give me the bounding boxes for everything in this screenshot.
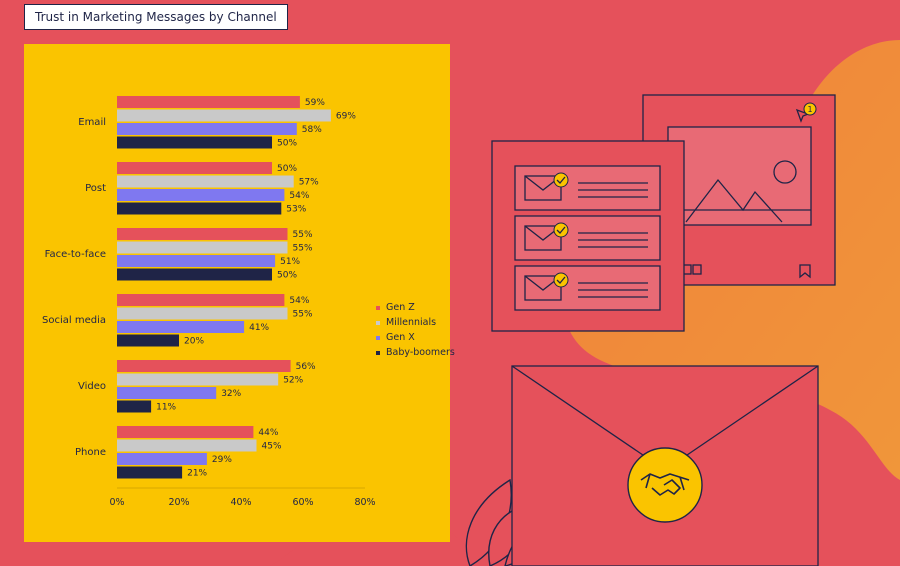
- legend-swatch: [376, 320, 380, 325]
- value-label: 52%: [283, 376, 303, 386]
- value-label: 50%: [277, 164, 297, 174]
- legend-item: Gen Z: [376, 300, 455, 315]
- bar: [117, 321, 245, 333]
- bar: [117, 241, 288, 254]
- bar: [117, 136, 272, 149]
- handshake-icon: [627, 447, 703, 523]
- check-icon: [553, 222, 569, 238]
- value-label: 29%: [212, 455, 232, 465]
- mail-icon: [524, 225, 562, 251]
- bar: [117, 109, 331, 122]
- list-item: [514, 265, 661, 311]
- legend-label: Millennials: [386, 317, 437, 328]
- legend-label: Gen Z: [386, 302, 415, 313]
- bar: [117, 453, 207, 465]
- category-label: Phone: [75, 447, 106, 458]
- value-label: 56%: [296, 362, 316, 372]
- bar-chart: Email59%69%58%50%Post50%57%54%53%Face-to…: [42, 96, 376, 508]
- bar: [117, 360, 291, 372]
- value-label: 45%: [262, 442, 282, 452]
- value-label: 53%: [286, 205, 306, 215]
- legend-label: Baby-boomers: [386, 347, 455, 358]
- value-label: 54%: [289, 296, 309, 306]
- value-label: 51%: [280, 257, 300, 267]
- bar: [117, 400, 152, 413]
- legend-swatch: [376, 350, 380, 355]
- svg-text:1: 1: [807, 105, 812, 114]
- bar: [117, 307, 288, 320]
- value-label: 55%: [293, 310, 313, 320]
- value-label: 44%: [258, 428, 278, 438]
- legend-item: Baby-boomers: [376, 345, 455, 360]
- bookmark-icon: [799, 264, 811, 279]
- image-frame: [667, 126, 812, 226]
- chart-panel: Email 59% 69% 58% 50% Post 50% 57% 54% 53% Face-to…: [24, 44, 455, 542]
- x-tick-label: 20%: [168, 497, 189, 508]
- category-label: Email: [78, 117, 106, 128]
- notification-badge: 1: [803, 102, 817, 116]
- bar: [117, 373, 279, 386]
- bar: [117, 334, 179, 347]
- bar: [117, 294, 285, 306]
- bar: [117, 189, 285, 201]
- check-icon: [553, 172, 569, 188]
- value-label: 11%: [156, 403, 176, 413]
- legend-label: Gen X: [386, 332, 415, 343]
- x-tick-label: 60%: [292, 497, 313, 508]
- legend-swatch: [376, 305, 380, 310]
- value-label: 59%: [305, 98, 325, 108]
- bar: [117, 202, 282, 215]
- value-label: 50%: [277, 271, 297, 281]
- value-label: 57%: [299, 178, 319, 188]
- cursor-icon: [795, 108, 810, 123]
- x-tick-label: 80%: [354, 497, 375, 508]
- chart-title: Trust in Marketing Messages by Channel: [24, 4, 288, 30]
- mail-icon: [524, 275, 562, 301]
- value-label: 20%: [184, 337, 204, 347]
- value-label: 50%: [277, 139, 297, 149]
- bar: [117, 228, 288, 240]
- legend-swatch: [376, 335, 380, 340]
- value-label: 54%: [289, 191, 309, 201]
- bar: [117, 162, 272, 174]
- mail-icon: [524, 175, 562, 201]
- category-label: Video: [78, 381, 106, 392]
- legend-item: Gen X: [376, 330, 455, 345]
- category-label: Post: [85, 183, 106, 194]
- value-label: 55%: [293, 230, 313, 240]
- bar: [117, 175, 294, 188]
- value-label: 32%: [221, 389, 241, 399]
- check-icon: [553, 272, 569, 288]
- bar: [117, 387, 217, 399]
- value-label: 69%: [336, 112, 356, 122]
- value-label: 41%: [249, 323, 269, 333]
- chart-legend: Gen Z Millennials Gen X Baby-boomers: [376, 300, 455, 360]
- list-item: [514, 215, 661, 261]
- bar: [117, 439, 257, 452]
- bar: [117, 255, 276, 267]
- bar: [117, 268, 272, 281]
- bar: [117, 466, 183, 479]
- legend-item: Millennials: [376, 315, 455, 330]
- list-item: [514, 165, 661, 211]
- value-label: 58%: [302, 125, 322, 135]
- bar: [117, 96, 300, 108]
- bar: [117, 123, 297, 135]
- x-tick-label: 0%: [109, 497, 124, 508]
- value-label: 55%: [293, 244, 313, 254]
- category-label: Social media: [42, 315, 106, 326]
- value-label: 21%: [187, 469, 207, 479]
- x-tick-label: 40%: [230, 497, 251, 508]
- bar: [117, 426, 254, 438]
- category-label: Face-to-face: [45, 249, 106, 260]
